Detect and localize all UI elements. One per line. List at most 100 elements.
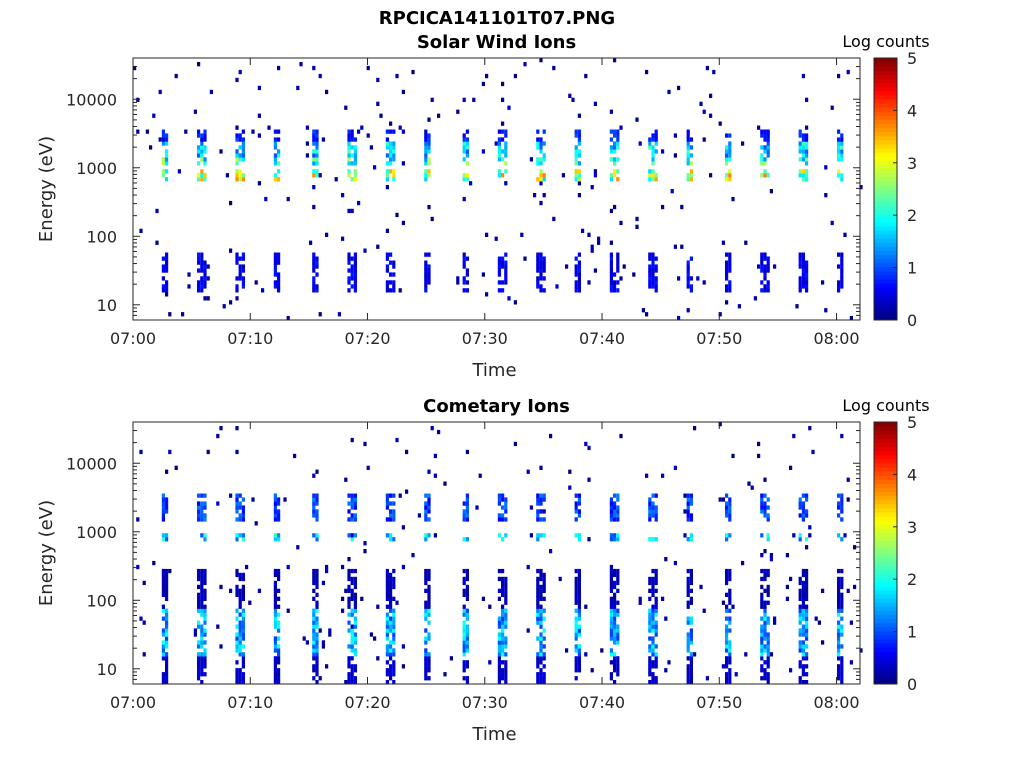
heatmap-cell [741, 141, 745, 146]
heatmap-cell [312, 616, 316, 621]
heatmap-cell [798, 157, 802, 162]
heatmap-cell [241, 620, 245, 625]
heatmap-cell [651, 169, 655, 174]
heatmap-cell [766, 153, 770, 158]
heatmap-cell [648, 173, 652, 178]
heatmap-cell [203, 632, 207, 637]
colorbar-segment [874, 172, 897, 178]
heatmap-cell [539, 533, 543, 538]
heatmap-cell [798, 616, 802, 621]
heatmap-cell [501, 624, 505, 629]
heatmap-cell [504, 676, 508, 681]
heatmap-cell [721, 664, 725, 669]
heatmap-cell [536, 493, 540, 498]
heatmap-cell [273, 568, 277, 574]
heatmap-cell [389, 668, 393, 673]
heatmap-cell [312, 473, 316, 478]
heatmap-cell [843, 533, 847, 538]
heatmap-cell [801, 584, 805, 590]
heatmap-cell [353, 568, 357, 574]
heatmap-cell [654, 256, 658, 261]
heatmap-cell [840, 433, 844, 439]
heatmap-cell [277, 149, 281, 154]
heatmap-cell [801, 157, 805, 162]
heatmap-cell [165, 260, 169, 265]
heatmap-cell [312, 256, 316, 261]
heatmap-cell [686, 588, 690, 593]
heatmap-cell [238, 145, 242, 150]
heatmap-cell [465, 173, 469, 178]
heatmap-cell [350, 668, 354, 673]
heatmap-cell [840, 260, 844, 265]
heatmap-cell [318, 73, 322, 79]
heatmap-cell [539, 169, 543, 174]
heatmap-cell [501, 628, 505, 633]
heatmap-cell [350, 664, 354, 669]
heatmap-cell [686, 268, 690, 273]
heatmap-cell [725, 580, 729, 586]
heatmap-cell [750, 485, 754, 490]
plot-frame [132, 57, 861, 321]
heatmap-cell [392, 664, 396, 669]
heatmap-cell [837, 656, 841, 661]
heatmap-cell [613, 668, 617, 673]
heatmap-cell [424, 133, 428, 138]
heatmap-cell [760, 157, 764, 162]
heatmap-cell [837, 169, 841, 174]
heatmap-cell [696, 276, 700, 281]
heatmap-cell [203, 604, 207, 609]
colorbar-segment [874, 467, 897, 472]
heatmap-cell [392, 153, 396, 158]
heatmap-cell [277, 656, 281, 661]
heatmap-cell [334, 177, 338, 182]
heatmap-cell [379, 113, 383, 118]
heatmap-cell [241, 644, 245, 649]
heatmap-cell [312, 268, 316, 273]
heatmap-cell [574, 660, 578, 665]
heatmap-cell [686, 133, 690, 138]
heatmap-cell [197, 676, 201, 681]
heatmap-cell [203, 672, 207, 677]
heatmap-cell [613, 493, 617, 498]
heatmap-cell [849, 660, 853, 665]
heatmap-cell [686, 680, 690, 685]
heatmap-cell [238, 676, 242, 681]
heatmap-cell [165, 264, 169, 269]
heatmap-cell [197, 280, 201, 285]
heatmap-cell [763, 604, 767, 609]
heatmap-cell [273, 129, 277, 134]
heatmap-cell [449, 656, 453, 661]
heatmap-cell [347, 256, 351, 261]
heatmap-cell [837, 596, 841, 601]
heatmap-cell [488, 604, 492, 609]
heatmap-cell [465, 141, 469, 146]
heatmap-cell [725, 153, 729, 158]
heatmap-cell [501, 517, 505, 522]
heatmap-cell [539, 640, 543, 645]
heatmap-cell [350, 208, 354, 214]
heatmap-cell [277, 672, 281, 677]
heatmap-cell [465, 568, 469, 574]
heatmap-cell [389, 600, 393, 605]
heatmap-cell [481, 149, 485, 154]
heatmap-cell [197, 644, 201, 649]
heatmap-cell [504, 149, 508, 154]
heatmap-cell [651, 501, 655, 506]
heatmap-cell [542, 153, 546, 158]
heatmap-cell [689, 284, 693, 289]
heatmap-cell [357, 200, 361, 206]
heatmap-cell [654, 264, 658, 269]
heatmap-cell [542, 193, 546, 198]
heatmap-cell [805, 288, 809, 293]
heatmap-cell [353, 260, 357, 265]
heatmap-cell [235, 648, 239, 653]
heatmap-cell [763, 133, 767, 138]
heatmap-cell [651, 676, 655, 681]
heatmap-cell [577, 648, 581, 653]
heatmap-cell [315, 660, 319, 665]
heatmap-cell [273, 161, 277, 166]
heatmap-cell [504, 169, 508, 174]
heatmap-cell [542, 576, 546, 582]
heatmap-cell [200, 145, 204, 150]
colorbar-segment [874, 234, 897, 239]
